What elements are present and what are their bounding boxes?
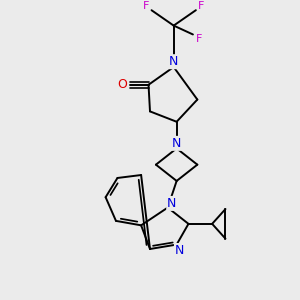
Text: N: N — [169, 55, 178, 68]
Text: N: N — [175, 244, 184, 257]
Text: N: N — [172, 137, 181, 150]
Text: O: O — [117, 78, 127, 91]
Text: F: F — [143, 1, 149, 11]
Text: N: N — [167, 197, 177, 210]
Text: F: F — [198, 1, 204, 11]
Text: F: F — [196, 34, 203, 44]
